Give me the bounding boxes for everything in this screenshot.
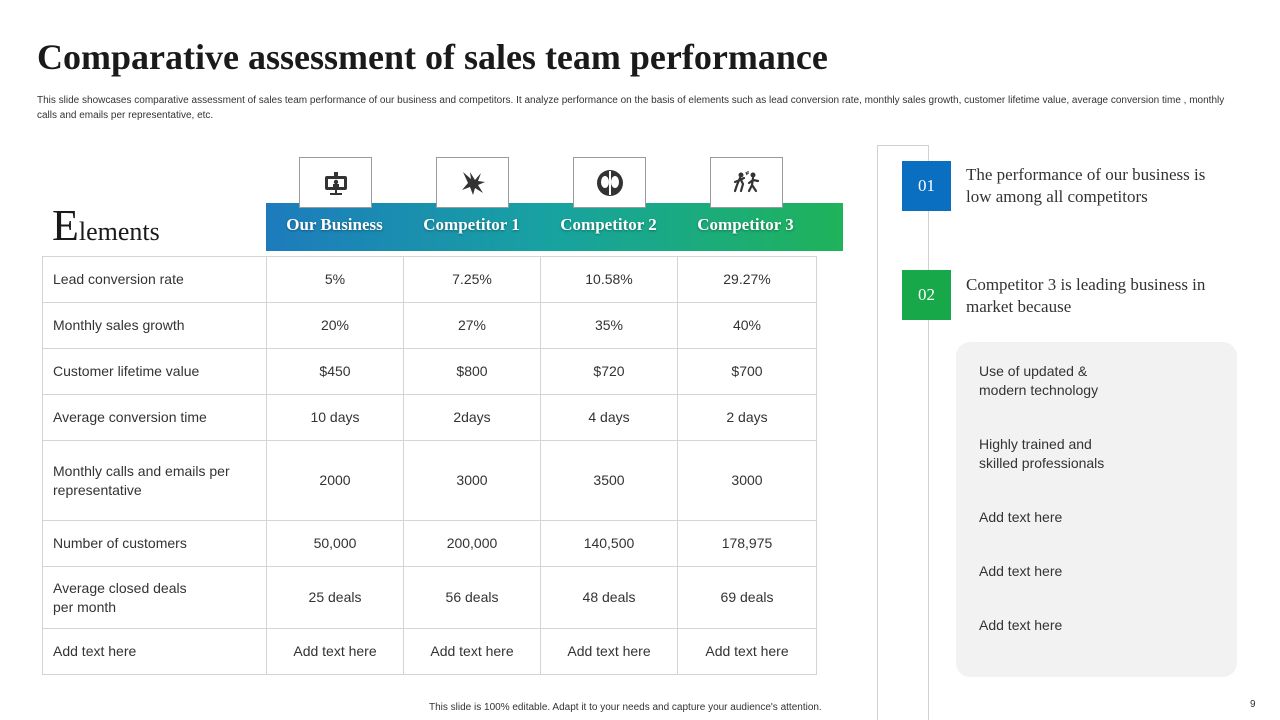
table-cell: 56 deals: [403, 566, 541, 629]
table-row: Average closed deals per month 25 deals …: [42, 566, 817, 629]
table-row: Customer lifetime value $450 $800 $720 $…: [42, 348, 817, 395]
table-cell: 178,975: [677, 520, 817, 567]
table-cell: 29.27%: [677, 256, 817, 303]
running-people-icon: [733, 170, 759, 192]
table-cell: Add text here: [540, 628, 678, 675]
column-header-competitor-1: Competitor 1: [423, 215, 520, 234]
point-text-02: Competitor 3 is leading business in mark…: [966, 275, 1206, 316]
table-cell: 35%: [540, 302, 678, 349]
reason-item: Add text here: [979, 563, 1063, 579]
table-cell: $450: [266, 348, 404, 395]
table-cell: 10 days: [266, 394, 404, 441]
comparison-table: Lead conversion rate 5% 7.25% 10.58% 29.…: [42, 256, 817, 675]
table-cell: 50,000: [266, 520, 404, 567]
table-cell: 3500: [540, 440, 678, 521]
slide-footer: This slide is 100% editable. Adapt it to…: [429, 702, 822, 713]
table-row: Lead conversion rate 5% 7.25% 10.58% 29.…: [42, 256, 817, 303]
table-row: Add text here Add text here Add text her…: [42, 628, 817, 675]
point-text-01: The performance of our business is low a…: [966, 165, 1206, 206]
table-cell: 7.25%: [403, 256, 541, 303]
reason-item: Use of updated & modern technology: [979, 363, 1099, 398]
icon-box-competitor-2: [573, 157, 646, 208]
column-header-competitor-2: Competitor 2: [560, 215, 657, 234]
slide-subtitle: This slide showcases comparative assessm…: [37, 95, 1225, 121]
table-row: Monthly calls and emails per representat…: [42, 440, 817, 521]
table-cell: 2000: [266, 440, 404, 521]
icon-box-competitor-1: [436, 157, 509, 208]
elements-heading: Elements: [52, 200, 160, 251]
table-row: Monthly sales growth 20% 27% 35% 40%: [42, 302, 817, 349]
row-label: Average conversion time: [42, 394, 267, 441]
timeline-frame: [877, 145, 929, 720]
elements-heading-initial: E: [52, 201, 79, 250]
table-cell: 25 deals: [266, 566, 404, 629]
reason-item: Add text here: [979, 617, 1063, 633]
reason-item: Add text here: [979, 509, 1063, 525]
table-cell: Add text here: [266, 628, 404, 675]
table-cell: 20%: [266, 302, 404, 349]
row-label: Monthly sales growth: [42, 302, 267, 349]
column-header-competitor-3: Competitor 3: [697, 215, 794, 234]
table-cell: 2 days: [677, 394, 817, 441]
table-cell: $800: [403, 348, 541, 395]
table-cell: 48 deals: [540, 566, 678, 629]
row-label: Number of customers: [42, 520, 267, 567]
point-number-02: 02: [902, 270, 951, 320]
table-cell: Add text here: [677, 628, 817, 675]
table-cell: $720: [540, 348, 678, 395]
table-cell: Add text here: [403, 628, 541, 675]
slide-title: Comparative assessment of sales team per…: [37, 37, 828, 77]
reason-item: Highly trained and skilled professionals: [979, 436, 1105, 471]
table-cell: 69 deals: [677, 566, 817, 629]
table-cell: 140,500: [540, 520, 678, 567]
reasons-panel: [956, 342, 1237, 677]
table-cell: $700: [677, 348, 817, 395]
faces-icon: [596, 169, 623, 196]
table-cell: 4 days: [540, 394, 678, 441]
point-number-01: 01: [902, 161, 951, 211]
presentation-icon: [324, 171, 347, 195]
table-cell: 2days: [403, 394, 541, 441]
row-label: Monthly calls and emails per representat…: [42, 440, 267, 521]
elements-heading-rest: lements: [78, 217, 160, 246]
table-row: Average conversion time 10 days 2days 4 …: [42, 394, 817, 441]
table-row: Number of customers 50,000 200,000 140,5…: [42, 520, 817, 567]
table-cell: 200,000: [403, 520, 541, 567]
table-cell: 10.58%: [540, 256, 678, 303]
table-cell: 40%: [677, 302, 817, 349]
table-cell: 27%: [403, 302, 541, 349]
row-label: Customer lifetime value: [42, 348, 267, 395]
row-label: Add text here: [42, 628, 267, 675]
table-cell: 5%: [266, 256, 404, 303]
row-label: Lead conversion rate: [42, 256, 267, 303]
table-cell: 3000: [677, 440, 817, 521]
column-header-band: [266, 203, 843, 251]
column-header-our-business: Our Business: [286, 215, 383, 234]
icon-box-competitor-3: [710, 157, 783, 208]
page-number: 9: [1250, 699, 1256, 710]
table-cell: 3000: [403, 440, 541, 521]
row-label: Average closed deals per month: [42, 566, 267, 629]
icon-box-our-business: [299, 157, 372, 208]
splash-icon: [461, 171, 485, 195]
